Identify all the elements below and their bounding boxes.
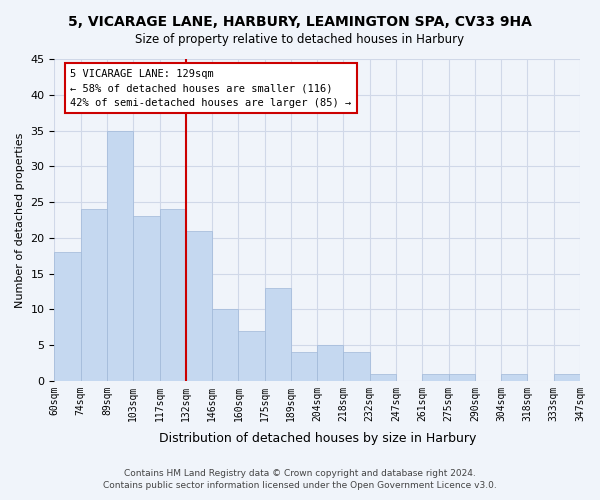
Bar	[317, 345, 343, 381]
Bar	[343, 352, 370, 381]
Text: Contains HM Land Registry data © Crown copyright and database right 2024.
Contai: Contains HM Land Registry data © Crown c…	[103, 468, 497, 490]
Bar	[291, 352, 317, 381]
Text: 5 VICARAGE LANE: 129sqm
← 58% of detached houses are smaller (116)
42% of semi-d: 5 VICARAGE LANE: 129sqm ← 58% of detache…	[70, 68, 352, 108]
X-axis label: Distribution of detached houses by size in Harbury: Distribution of detached houses by size …	[158, 432, 476, 445]
Text: 5, VICARAGE LANE, HARBURY, LEAMINGTON SPA, CV33 9HA: 5, VICARAGE LANE, HARBURY, LEAMINGTON SP…	[68, 15, 532, 29]
Bar	[238, 330, 265, 381]
Bar	[370, 374, 396, 381]
Bar	[501, 374, 527, 381]
Bar	[55, 252, 80, 381]
Bar	[449, 374, 475, 381]
Bar	[133, 216, 160, 381]
Bar	[554, 374, 580, 381]
Bar	[107, 130, 133, 381]
Text: Size of property relative to detached houses in Harbury: Size of property relative to detached ho…	[136, 32, 464, 46]
Bar	[265, 288, 291, 381]
Bar	[212, 310, 238, 381]
Bar	[186, 230, 212, 381]
Bar	[422, 374, 449, 381]
Bar	[80, 209, 107, 381]
Bar	[160, 209, 186, 381]
Y-axis label: Number of detached properties: Number of detached properties	[15, 132, 25, 308]
